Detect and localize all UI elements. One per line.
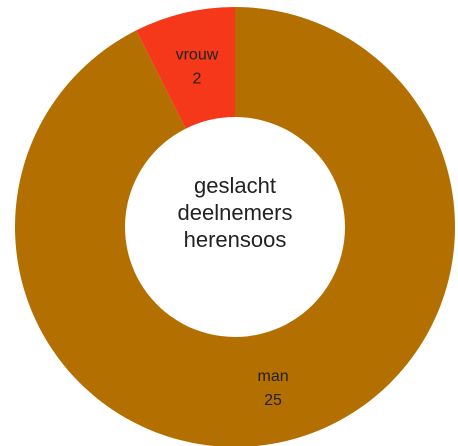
slice-value: 25 bbox=[264, 392, 282, 409]
slice-label: man bbox=[257, 368, 288, 385]
donut-slice bbox=[136, 7, 235, 129]
donut-slice bbox=[15, 7, 455, 446]
slice-label: vrouw bbox=[176, 47, 219, 64]
chart-title: geslacht deelnemers herensoos bbox=[177, 173, 293, 252]
slice-value: 2 bbox=[192, 71, 201, 88]
